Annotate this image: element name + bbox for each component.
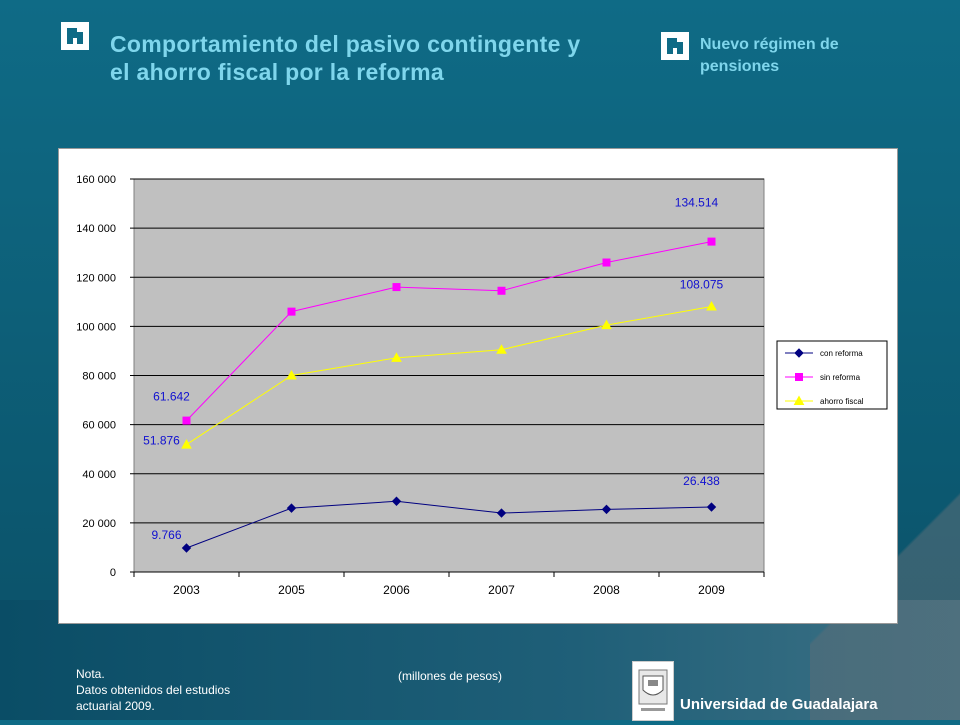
data-label: 134.514 — [675, 196, 719, 210]
footnote-line-2: Datos obtenidos del estudios — [76, 683, 231, 697]
data-point-2 — [706, 301, 717, 311]
footnote: Nota. Datos obtenidos del estudios actua… — [76, 666, 230, 714]
legend-marker — [793, 395, 805, 405]
data-point-1 — [602, 258, 611, 267]
y-tick-label: 160 000 — [76, 174, 116, 186]
y-tick-label: 80 000 — [82, 371, 116, 383]
data-point-0 — [496, 508, 507, 518]
x-tick-label: 2009 — [698, 583, 725, 597]
x-tick-label: 2005 — [278, 583, 305, 597]
data-label: 26.438 — [683, 474, 720, 488]
line-chart: 0 20 000 40 000 60 000 80 000 100 000 120 000 1… — [76, 174, 888, 597]
series-line-1 — [186, 241, 712, 421]
data-point-0 — [601, 504, 612, 515]
legend-marker — [794, 348, 804, 358]
x-tick-label: 2006 — [383, 583, 410, 597]
y-tick-label: 60 000 — [82, 420, 116, 432]
data-label: 61.642 — [153, 390, 190, 404]
y-tick-label: 20 000 — [82, 518, 116, 530]
legend-marker — [795, 373, 803, 381]
data-point-1 — [287, 307, 296, 316]
logo-icon — [61, 22, 89, 50]
y-tick-label: 0 — [110, 567, 116, 579]
chart-container: 0 20 000 40 000 60 000 80 000 100 000 120 000 1… — [58, 148, 898, 624]
university-name: Universidad de Guadalajara — [680, 696, 878, 713]
legend-label: sin reforma — [820, 373, 861, 382]
y-tick-label: 120 000 — [76, 272, 116, 284]
data-point-2 — [181, 439, 192, 449]
data-point-1 — [182, 416, 191, 425]
footnote-line-1: Nota. — [76, 667, 105, 681]
page-title: Comportamiento del pasivo contingente y … — [110, 31, 581, 85]
university-seal-icon — [632, 661, 674, 721]
legend-label: con reforma — [820, 349, 863, 358]
data-label: 9.766 — [151, 528, 181, 542]
series-line-0 — [186, 500, 712, 549]
data-label: 51.876 — [143, 434, 180, 448]
x-tick-label: 2003 — [173, 583, 200, 597]
footnote-line-3: actuarial 2009. — [76, 699, 155, 713]
data-point-2 — [496, 344, 507, 354]
page-subtitle: Nuevo régimen de pensiones — [700, 36, 839, 75]
y-tick-label: 140 000 — [76, 223, 116, 235]
units-label: (millones de pesos) — [398, 669, 503, 683]
data-point-0 — [181, 543, 192, 553]
data-point-1 — [707, 237, 716, 246]
data-point-2 — [286, 369, 297, 380]
y-tick-label: 40 000 — [82, 469, 116, 481]
logo-icon-right — [661, 32, 689, 60]
data-point-1 — [497, 286, 506, 295]
data-point-0 — [391, 496, 402, 506]
data-point-1 — [392, 283, 401, 292]
x-tick-label: 2008 — [593, 583, 620, 597]
x-tick-label: 2007 — [488, 583, 515, 597]
data-point-2 — [391, 352, 402, 362]
data-point-0 — [286, 503, 297, 513]
legend-label: ahorro fiscal — [820, 397, 864, 406]
y-tick-label: 100 000 — [76, 321, 116, 333]
data-point-0 — [706, 502, 717, 512]
data-point-2 — [601, 319, 612, 330]
data-label: 108.075 — [680, 278, 724, 292]
series-line-2 — [186, 306, 712, 445]
